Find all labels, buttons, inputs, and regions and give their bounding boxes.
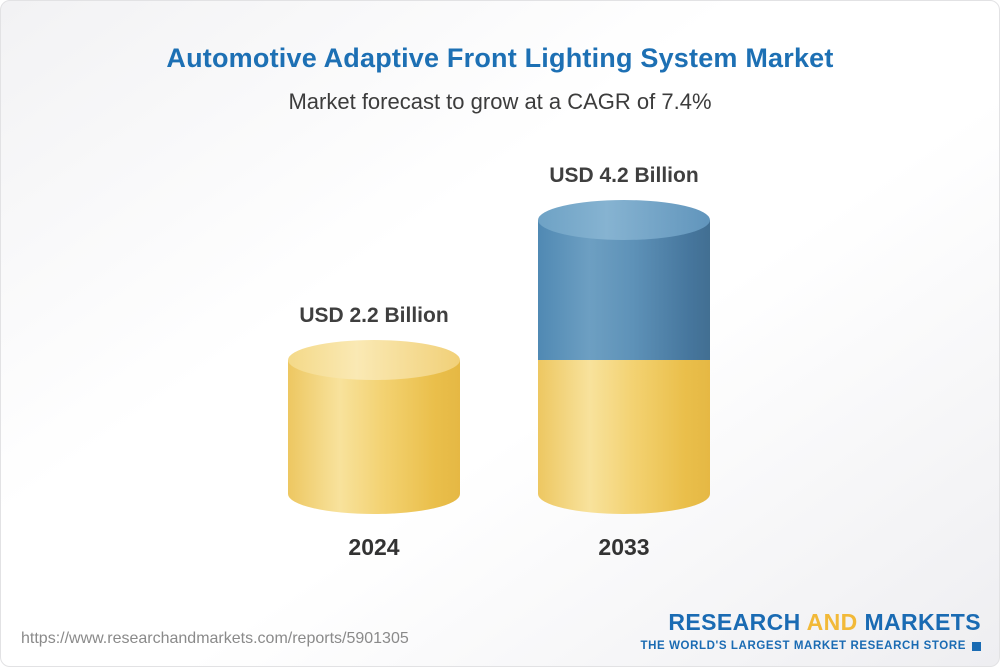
- bar-2033-blue-segment: [538, 200, 710, 360]
- axis-label-2024: 2024: [348, 534, 400, 560]
- axis-label-2033: 2033: [598, 534, 650, 560]
- logo-tagline-text: THE WORLD'S LARGEST MARKET RESEARCH STOR…: [640, 640, 966, 652]
- bar-2033-cylinder: [538, 200, 710, 514]
- value-label-2033: USD 4.2 Billion: [549, 164, 699, 187]
- bar-2024-cylinder: [288, 340, 460, 514]
- report-url: https://www.researchandmarkets.com/repor…: [21, 630, 409, 647]
- bar-2033-yellow-segment: [538, 360, 710, 514]
- chart-subtitle: Market forecast to grow at a CAGR of 7.4…: [288, 89, 712, 114]
- logo-square-icon: [972, 641, 981, 651]
- bar-group-2024: USD 2.2 Billion 2024: [288, 304, 460, 561]
- bar-2033-cylinder-cap: [538, 200, 710, 240]
- bar-group-2033: USD 4.2 Billion 2033: [538, 164, 710, 561]
- logo-tagline-row: THE WORLD'S LARGEST MARKET RESEARCH STOR…: [640, 640, 981, 652]
- chart-title: Automotive Adaptive Front Lighting Syste…: [166, 43, 834, 73]
- logo-word-and: AND: [806, 609, 858, 635]
- value-label-2024: USD 2.2 Billion: [299, 304, 449, 327]
- bar-2024-cylinder-cap: [288, 340, 460, 380]
- logo-word-markets: MARKETS: [864, 609, 981, 635]
- research-and-markets-logo: RESEARCH AND MARKETS THE WORLD'S LARGEST…: [640, 609, 982, 652]
- logo-wordmark: RESEARCH AND MARKETS: [641, 609, 982, 636]
- logo-word-research: RESEARCH: [668, 609, 801, 635]
